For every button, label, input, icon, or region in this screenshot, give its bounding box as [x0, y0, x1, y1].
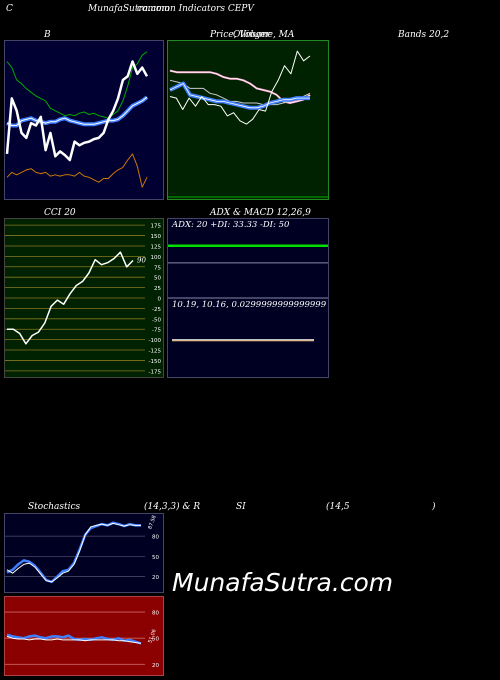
rsi-tick-label: 20	[152, 663, 159, 669]
cci-tick-label: 0	[158, 297, 162, 303]
price-volume-ma-label: Price, Volume, MA	[210, 30, 295, 40]
rsi-line	[6, 633, 142, 645]
cci-tick-label: 75	[154, 265, 161, 271]
site-title: MunafaSutra.com	[88, 4, 170, 14]
bollinger-panel	[4, 40, 164, 200]
bollinger-chart	[5, 41, 163, 199]
bb-label-right: Bands 20,2	[398, 30, 450, 40]
stochastics-k-line	[6, 521, 141, 584]
adx-panel: ADX: 20 +DI: 33.33 -DI: 50	[167, 218, 329, 298]
watermark: MunafaSutra.com	[172, 568, 394, 597]
adx-chart	[168, 219, 328, 297]
macd-panel: 10.19, 10.16, 0.0299999999999999	[167, 298, 329, 378]
bb-middle-band-core	[6, 96, 148, 126]
ma-line-blue-core	[169, 83, 310, 109]
stochastics-tick-label: 80	[152, 535, 159, 541]
panel-background	[168, 219, 328, 297]
stochastics-d-line	[6, 522, 141, 583]
bb-lower-band-line	[6, 153, 148, 188]
cci-tick-label: 50	[154, 276, 161, 282]
cci-last-value-label: 90	[137, 257, 146, 265]
rsi-last-value-label: 51.06	[147, 629, 158, 645]
stochastics-panel: 80 50 20 87.58	[4, 513, 164, 593]
adx-readout: ADX: 20 +DI: 33.33 -DI: 50	[172, 220, 290, 230]
cci-label: CCI 20	[44, 208, 76, 218]
cci-tick-label: -50	[152, 317, 161, 323]
cci-tick-label: 150	[151, 234, 162, 240]
cci-tick-label: 175	[151, 224, 162, 230]
cci-panel: 175 150 125 100 75 50 25 0 -25 -50 -75 -100 -125 -150…	[4, 218, 164, 378]
ma-line-grey	[169, 79, 311, 106]
price-volume-ma-chart	[168, 41, 328, 199]
stochastics-tick-label: 20	[152, 575, 159, 581]
cci-tick-label: -25	[152, 307, 161, 313]
cci-tick-label: -75	[152, 328, 161, 334]
panel-background	[168, 41, 328, 199]
bb-label-left: B	[44, 30, 51, 40]
macd-readout: 10.19, 10.16, 0.0299999999999999	[172, 300, 327, 310]
rsi-tick-label: 50	[152, 637, 159, 643]
rsi-panel: 80 50 20 51.06	[4, 596, 164, 676]
rsi-tick-label: 80	[152, 611, 159, 617]
rsi-close-paren: )	[432, 502, 436, 512]
stochastics-chart: 80 50 20 87.58	[5, 514, 163, 592]
cci-line	[7, 251, 134, 345]
cci-tick-label: -175	[149, 369, 162, 375]
stochastics-label: Stochastics	[28, 502, 81, 512]
cci-tick-label: -125	[149, 349, 162, 355]
bb-price-line	[5, 60, 149, 162]
header-left-letter: C	[6, 4, 13, 14]
stochastics-last-value-label: 87.58	[147, 515, 158, 531]
stochastics-params-label: (14,3,3) & R	[144, 502, 201, 512]
cci-tick-label: 125	[151, 244, 162, 250]
chart-subtitle: common Indicators CEPV	[137, 4, 254, 14]
price-line	[169, 50, 311, 125]
rsi-signal-line	[6, 635, 142, 644]
price-volume-ma-panel	[167, 40, 329, 200]
bb-upper-band-line	[6, 51, 148, 119]
cci-chart: 175 150 125 100 75 50 25 0 -25 -50 -75 -100 -125 -150…	[5, 219, 163, 377]
rsi-params-label: (14,5	[326, 502, 350, 512]
bollinger-overlap-label: Ollinger	[233, 30, 271, 40]
macd-chart	[168, 299, 328, 377]
cci-tick-label: 25	[154, 286, 161, 292]
cci-tick-label: -100	[149, 338, 162, 344]
rsi-chart: 80 50 20 51.06	[5, 597, 163, 675]
cci-tick-label: 100	[151, 255, 162, 261]
stochastics-tick-label: 50	[152, 555, 159, 561]
adx-macd-label: ADX & MACD 12,26,9	[210, 208, 311, 218]
cci-tick-label: -150	[149, 359, 162, 365]
panel-background	[168, 299, 328, 377]
rsi-label: SI	[236, 502, 246, 512]
panel-background	[5, 514, 163, 592]
